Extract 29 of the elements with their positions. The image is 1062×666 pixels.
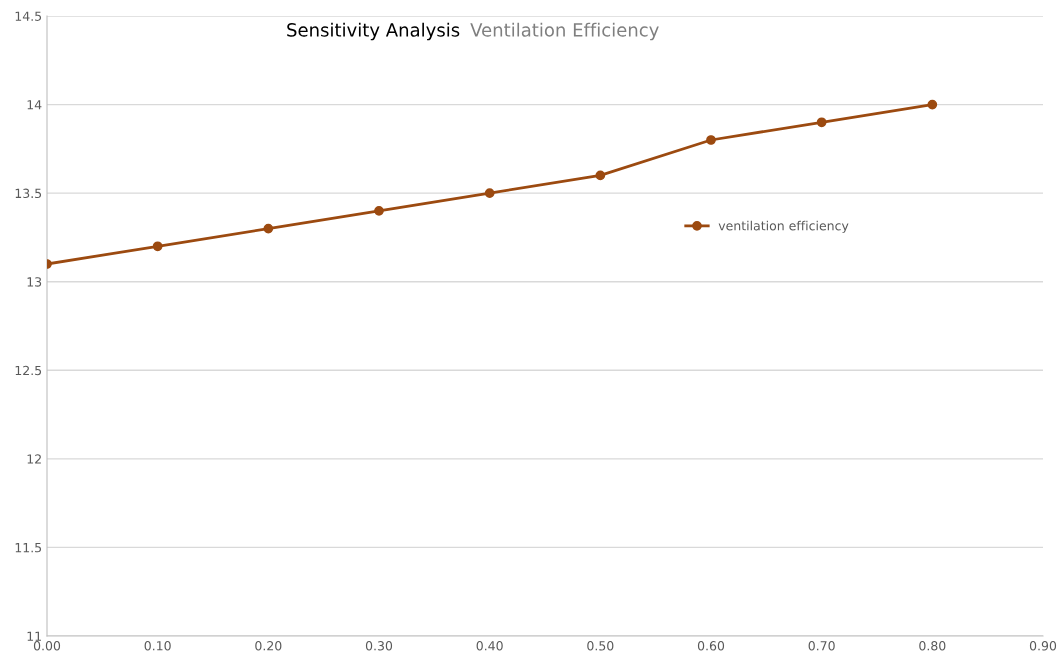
y-tick-label: 11.5 (15, 543, 42, 553)
x-tick-label: 0.70 (808, 641, 835, 651)
y-tick-label: 11 (27, 631, 41, 641)
x-tick-label: 0.20 (255, 641, 282, 651)
chart-title: Sensitivity Analysis (287, 22, 460, 41)
x-tick-label: 0.80 (919, 641, 946, 651)
y-tick-label: 13.5 (15, 188, 42, 199)
point (816, 117, 827, 128)
point (595, 170, 606, 181)
x-tick-label: 0.50 (587, 641, 614, 651)
point (263, 223, 274, 234)
y-tick-label: 12.5 (15, 365, 42, 376)
point (484, 188, 495, 199)
point (374, 205, 384, 216)
point (927, 99, 938, 110)
point (152, 241, 163, 252)
y-tick-label: 14 (27, 100, 42, 110)
y-tick-label: 14.5 (15, 11, 42, 21)
x-tick-label: 0.10 (144, 641, 171, 651)
x-tick-label: 0.40 (476, 641, 503, 651)
legend-label: ventilation efficiency (718, 220, 849, 233)
y-tick-label: 12 (27, 454, 41, 464)
x-tick-label: 0.60 (697, 641, 725, 651)
x-tick-label: 0.00 (33, 641, 61, 651)
x-tick-label: 0.30 (365, 641, 393, 651)
y-tick-label: 13 (27, 277, 42, 287)
x-tick-label: 0.90 (1029, 641, 1057, 651)
chart-subtitle: Ventilation Efficiency (470, 22, 659, 41)
point (706, 135, 716, 145)
